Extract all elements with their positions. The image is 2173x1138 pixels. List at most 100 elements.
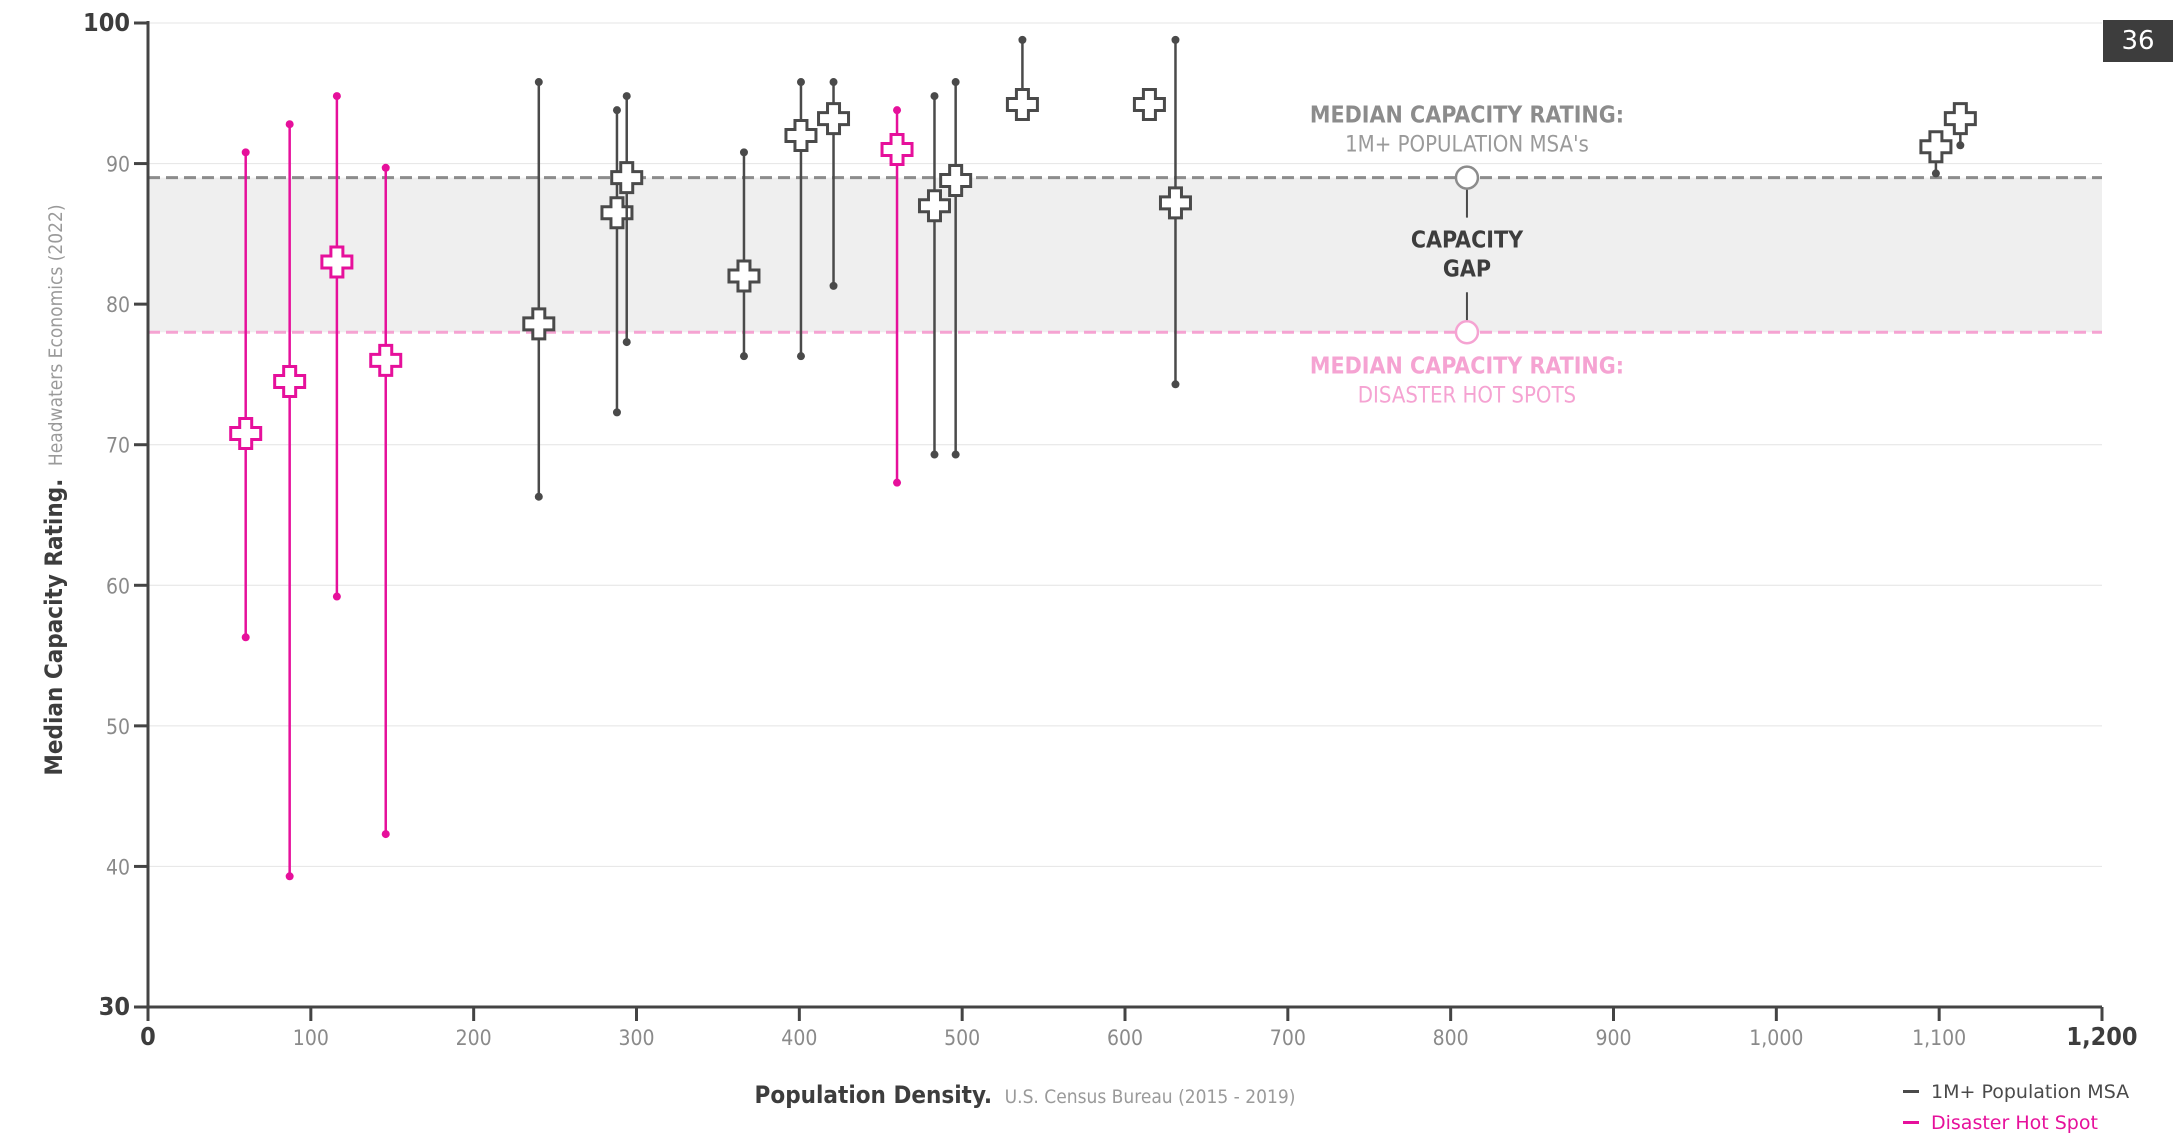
x-tick-label: 200: [456, 1026, 492, 1050]
x-tick-label: 300: [618, 1026, 654, 1050]
x-tick-label: 1,200: [2066, 1022, 2137, 1051]
median-cross-marker: [610, 161, 644, 195]
range-max-dot: [951, 78, 960, 87]
range-min-dot: [893, 478, 902, 487]
x-tick-label: 100: [293, 1026, 329, 1050]
page-number-badge: 36: [2103, 20, 2173, 62]
range-max-dot: [893, 106, 902, 115]
y-tick-label: 50: [106, 715, 130, 739]
y-axis-label: Median Capacity Rating. Headwaters Econo…: [40, 204, 68, 775]
median-cross-marker: [1919, 130, 1953, 164]
range-min-dot: [612, 408, 621, 417]
median-cross-marker: [369, 343, 403, 377]
y-tick-label: 100: [83, 8, 130, 37]
capacity-gap-band: [148, 177, 2102, 333]
x-tick-label: 1,000: [1749, 1026, 1803, 1050]
range-min-dot: [534, 492, 543, 501]
median-cross-marker: [1943, 102, 1977, 136]
hotspot-median-marker: [1454, 320, 1480, 345]
range-max-dot: [622, 92, 631, 101]
range-min-dot: [332, 592, 341, 601]
capacity-gap-label: CAPACITY: [1411, 228, 1524, 254]
legend: 1M+ Population MSA Disaster Hot Spot: [1903, 1076, 2129, 1138]
range-min-dot: [381, 830, 390, 839]
hotspot-median-title: MEDIAN CAPACITY RATING:: [1310, 353, 1624, 379]
range-max-dot: [381, 163, 390, 172]
range-max-dot: [829, 78, 838, 87]
capacity-gap-label: GAP: [1443, 257, 1491, 283]
range-min-dot: [829, 281, 838, 290]
msa-median-title: MEDIAN CAPACITY RATING:: [1310, 103, 1624, 129]
x-tick-label: 600: [1107, 1026, 1143, 1050]
median-cross-marker: [522, 307, 556, 341]
y-axis-label-bold: Median Capacity Rating.: [40, 479, 68, 776]
legend-item-hotspot: Disaster Hot Spot: [1903, 1107, 2129, 1138]
range-min-dot: [951, 450, 960, 459]
range-max-dot: [796, 78, 805, 87]
gridlines: [148, 22, 2102, 867]
median-cross-marker: [784, 118, 818, 152]
median-cross-marker: [817, 102, 851, 136]
msa-median-marker: [1454, 165, 1480, 190]
range-min-dot: [1931, 169, 1940, 178]
hotspot-median-subtitle: DISASTER HOT SPOTS: [1358, 383, 1576, 408]
legend-item-msa: 1M+ Population MSA: [1903, 1076, 2129, 1107]
msa-median-subtitle: 1M+ POPULATION MSA's: [1345, 133, 1589, 158]
range-min-dot: [285, 872, 294, 881]
range-min-dot: [1171, 380, 1180, 389]
median-cross-marker: [229, 416, 263, 450]
range-max-dot: [739, 148, 748, 157]
y-tick-label: 60: [106, 574, 130, 598]
median-cross-marker: [320, 245, 354, 279]
x-tick-label: 400: [781, 1026, 817, 1050]
y-tick-label: 70: [106, 434, 130, 458]
range-min-dot: [796, 352, 805, 361]
y-tick-label: 80: [106, 293, 130, 317]
median-cross-marker: [1158, 186, 1192, 220]
tick-labels: 0 100 200 300 400 500 600 700 800 900 1,000 1,100 1,…: [83, 8, 2138, 1051]
x-axis-label-source: U.S. Census Bureau (2015 - 2019): [1005, 1086, 1296, 1108]
legend-swatch-hotspot: [1903, 1121, 1919, 1124]
median-cross-marker: [939, 163, 973, 197]
series-msa: [522, 35, 1977, 501]
range-max-dot: [930, 92, 939, 101]
range-max-dot: [534, 78, 543, 87]
y-axis-label-source: Headwaters Economics (2022): [45, 204, 67, 466]
x-axis-label-bold: Population Density.: [755, 1081, 993, 1109]
median-cross-marker: [600, 196, 634, 230]
x-tick-label: 500: [944, 1026, 980, 1050]
range-max-dot: [332, 92, 341, 101]
y-tick-label: 90: [106, 153, 130, 177]
range-min-dot: [1956, 141, 1965, 150]
x-tick-label: 700: [1270, 1026, 1306, 1050]
median-cross-marker: [1132, 88, 1166, 122]
legend-swatch-msa: [1903, 1090, 1919, 1093]
range-max-dot: [1171, 35, 1180, 44]
series-hotspot: [229, 92, 914, 881]
x-axis-label: Population Density. U.S. Census Bureau (…: [755, 1081, 1296, 1109]
range-min-dot: [930, 450, 939, 459]
x-tick-label: 800: [1433, 1026, 1469, 1050]
x-tick-label: 1,100: [1912, 1026, 1966, 1050]
y-tick-label: 30: [99, 992, 130, 1021]
median-cross-marker: [917, 189, 951, 223]
range-min-dot: [622, 338, 631, 347]
range-max-dot: [1018, 35, 1027, 44]
range-max-dot: [241, 148, 250, 157]
median-cross-marker: [1005, 88, 1039, 122]
median-cross-marker: [880, 133, 914, 167]
x-tick-label: 900: [1595, 1026, 1631, 1050]
median-cross-marker: [727, 259, 761, 293]
range-max-dot: [285, 120, 294, 129]
data-series: [229, 35, 1977, 881]
range-max-dot: [612, 106, 621, 115]
median-cross-marker: [273, 364, 307, 398]
range-min-dot: [739, 352, 748, 361]
legend-label-hotspot: Disaster Hot Spot: [1931, 1111, 2098, 1134]
axes: [146, 21, 2102, 1009]
y-tick-label: 40: [106, 855, 130, 879]
legend-label-msa: 1M+ Population MSA: [1931, 1080, 2130, 1103]
capacity-gap-annotation: MEDIAN CAPACITY RATING: 1M+ POPULATION M…: [1310, 103, 1624, 409]
range-min-dot: [241, 633, 250, 642]
